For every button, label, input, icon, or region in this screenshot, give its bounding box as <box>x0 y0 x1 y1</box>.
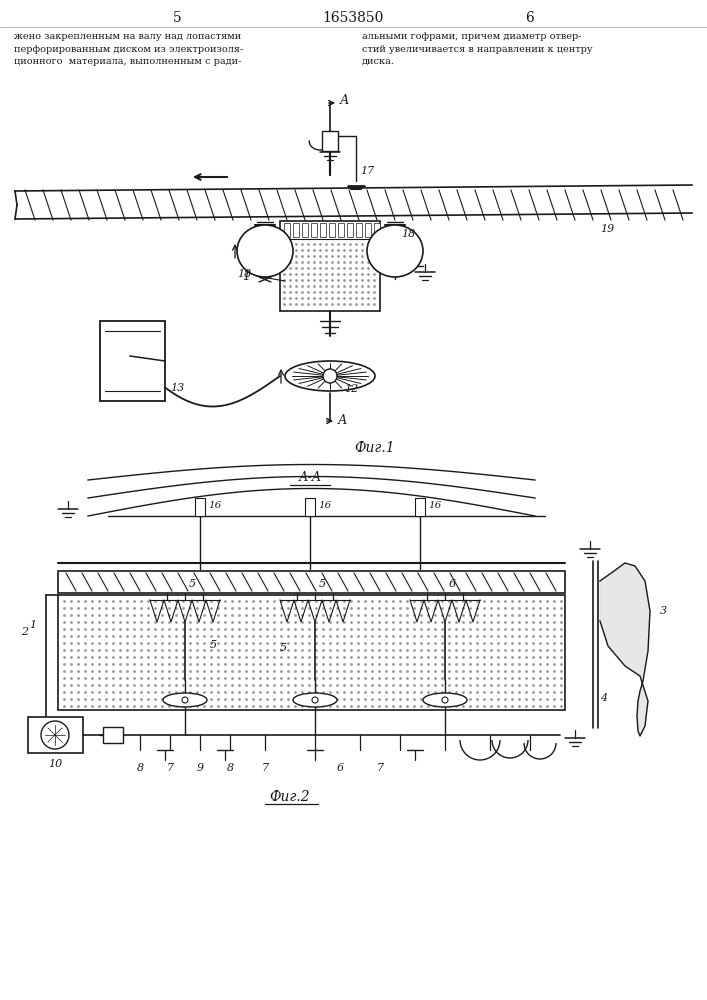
Text: жено закрепленным на валу над лопастями
перфорированным диском из электроизоля-
: жено закрепленным на валу над лопастями … <box>14 32 243 66</box>
Circle shape <box>41 721 69 749</box>
Bar <box>58 595 565 710</box>
Text: 6: 6 <box>337 763 344 773</box>
Text: 6: 6 <box>525 11 534 25</box>
Ellipse shape <box>163 693 207 707</box>
Polygon shape <box>600 563 650 736</box>
Ellipse shape <box>423 693 467 707</box>
Bar <box>280 221 380 311</box>
Text: 3: 3 <box>660 606 667 616</box>
Text: 5: 5 <box>210 640 217 650</box>
Text: альными гофрами, причем диаметр отвер-
стий увеличивается в направлении к центру: альными гофрами, причем диаметр отвер- с… <box>362 32 592 66</box>
Bar <box>338 223 344 237</box>
Circle shape <box>182 697 188 703</box>
Bar <box>293 223 299 237</box>
Text: 5: 5 <box>280 643 287 653</box>
Text: А: А <box>338 414 348 428</box>
Circle shape <box>323 369 337 383</box>
Text: А-А: А-А <box>298 471 322 484</box>
Bar <box>415 498 425 516</box>
Circle shape <box>312 697 318 703</box>
Bar <box>311 223 317 237</box>
Text: 5: 5 <box>319 579 326 589</box>
Bar <box>302 223 308 237</box>
Ellipse shape <box>237 225 293 277</box>
Bar <box>356 223 362 237</box>
Bar <box>322 131 338 151</box>
Bar <box>374 223 380 237</box>
Text: А: А <box>340 95 349 107</box>
Bar <box>103 727 123 743</box>
Bar <box>100 321 165 401</box>
Text: 7: 7 <box>166 763 173 773</box>
Text: 17: 17 <box>360 166 374 176</box>
Text: 1: 1 <box>29 620 36 630</box>
Text: 5: 5 <box>173 11 182 25</box>
Text: 7: 7 <box>376 763 384 773</box>
Text: 9: 9 <box>197 763 204 773</box>
Ellipse shape <box>293 693 337 707</box>
Bar <box>28 717 83 753</box>
Ellipse shape <box>367 225 423 277</box>
Text: 18: 18 <box>401 229 415 239</box>
Ellipse shape <box>285 361 375 391</box>
Text: 16: 16 <box>318 502 332 510</box>
Text: 6: 6 <box>449 579 456 589</box>
Text: 5: 5 <box>189 579 196 589</box>
Text: 2: 2 <box>21 627 28 637</box>
Text: 1: 1 <box>242 269 250 282</box>
Text: 12: 12 <box>344 384 358 394</box>
Text: 16: 16 <box>428 502 441 510</box>
Bar <box>347 223 353 237</box>
Text: 18: 18 <box>237 269 251 279</box>
Circle shape <box>442 697 448 703</box>
Text: 19: 19 <box>600 224 614 234</box>
Bar <box>320 223 326 237</box>
Bar <box>365 223 371 237</box>
Bar <box>305 498 315 516</box>
Text: 8: 8 <box>226 763 233 773</box>
Text: 4: 4 <box>600 693 607 703</box>
Text: 10: 10 <box>48 759 62 769</box>
Text: 8: 8 <box>136 763 144 773</box>
Text: 1653850: 1653850 <box>322 11 384 25</box>
Text: 16: 16 <box>208 502 221 510</box>
Text: Фиг.1: Фиг.1 <box>355 441 395 455</box>
Bar <box>284 223 290 237</box>
Text: 13: 13 <box>170 383 185 393</box>
Bar <box>329 223 335 237</box>
Bar <box>195 498 205 516</box>
Bar <box>58 571 565 593</box>
Text: 7: 7 <box>262 763 269 773</box>
Text: Фиг.2: Фиг.2 <box>269 790 310 804</box>
